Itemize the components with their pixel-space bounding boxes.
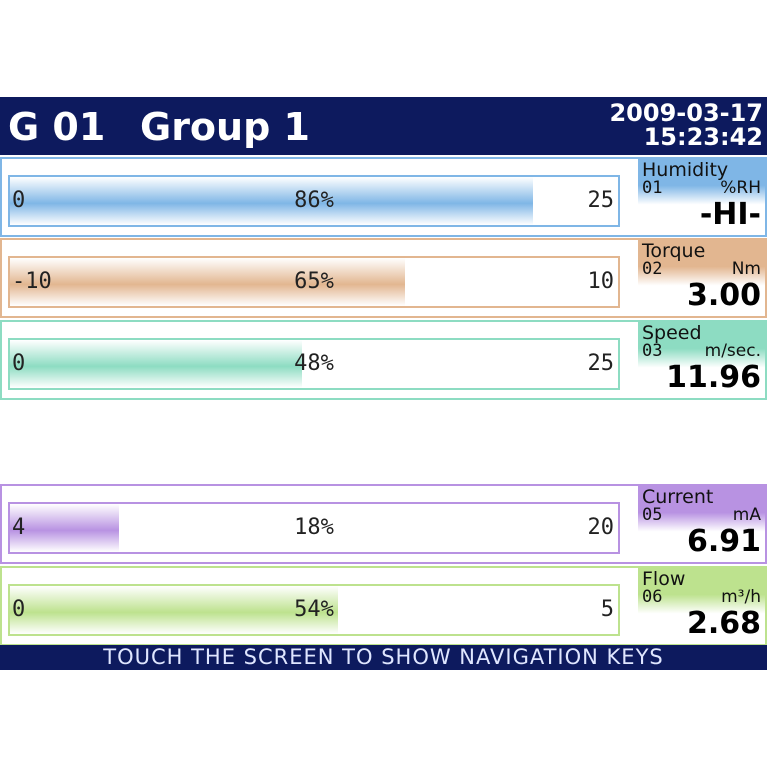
channel-name: Humidity: [642, 159, 729, 181]
channel-unit: m/sec.: [704, 341, 761, 361]
channel-panel: Current 05 mA 6.91: [638, 486, 765, 562]
bar-box: -10 65% 10: [8, 256, 620, 308]
channel-unit: m³/h: [721, 587, 761, 607]
channel-reading: 11.96: [666, 360, 761, 395]
bar-fill: [10, 340, 302, 388]
bar-fill: [10, 504, 120, 552]
channel-reading: 2.68: [686, 606, 761, 641]
bar-min: -10: [12, 269, 52, 294]
group-id: G 01: [8, 105, 106, 149]
bar-box: 0 48% 25: [8, 338, 620, 390]
channel-panel: Flow 06 m³/h 2.68: [638, 568, 765, 644]
channel-row: 0 54% 5 Flow 06 m³/h 2.68: [0, 566, 767, 646]
channel-row: 0 86% 25 Humidity 01 %RH -HI-: [0, 157, 767, 237]
bar-box: 0 54% 5: [8, 584, 620, 636]
channel-reading: 6.91: [686, 524, 761, 559]
date: 2009-03-17: [609, 99, 763, 127]
channel-row: -10 65% 10 Torque 02 Nm 3.00: [0, 238, 767, 318]
bar-fill: [10, 177, 533, 225]
bar-max: 20: [587, 515, 615, 540]
channel-reading: 3.00: [686, 278, 761, 313]
channel-number: 06: [642, 587, 663, 607]
channel-name: Speed: [642, 322, 702, 344]
bar-fill: [10, 586, 339, 634]
channel-panel: Torque 02 Nm 3.00: [638, 240, 765, 316]
bar-min: 0: [12, 351, 26, 376]
channel-number: 01: [642, 178, 663, 198]
channel-number: 02: [642, 259, 663, 279]
bar-max: 25: [587, 351, 615, 376]
bar-box: 4 18% 20: [8, 502, 620, 554]
channel-reading: -HI-: [699, 197, 761, 232]
channel-name: Torque: [642, 240, 706, 262]
bar-percent: 48%: [294, 351, 334, 376]
channel-number: 03: [642, 341, 663, 361]
bar-percent: 86%: [294, 188, 334, 213]
footer: TOUCH THE SCREEN TO SHOW NAVIGATION KEYS: [0, 645, 767, 670]
bar-fill: [10, 258, 406, 306]
channel-panel: Humidity 01 %RH -HI-: [638, 159, 765, 235]
channel-name: Current: [642, 486, 714, 508]
bar-max: 5: [600, 597, 614, 622]
header: G 01 Group 1 2009-03-17 15:23:42: [0, 97, 767, 155]
bar-min: 0: [12, 597, 26, 622]
channel-number: 05: [642, 505, 663, 525]
bar-percent: 54%: [294, 597, 334, 622]
channel-row: 4 18% 20 Current 05 mA 6.91: [0, 484, 767, 564]
channel-name: Flow: [642, 568, 686, 590]
bar-percent: 65%: [294, 269, 334, 294]
bar-max: 25: [587, 188, 615, 213]
group-name: Group 1: [140, 105, 310, 149]
channel-panel: Speed 03 m/sec. 11.96: [638, 322, 765, 398]
bar-min: 0: [12, 188, 26, 213]
bar-percent: 18%: [294, 515, 334, 540]
time: 15:23:42: [643, 123, 763, 151]
channel-unit: Nm: [731, 259, 761, 279]
channel-unit: mA: [732, 505, 761, 525]
bar-max: 10: [587, 269, 615, 294]
bar-box: 0 86% 25: [8, 175, 620, 227]
channel-unit: %RH: [720, 178, 761, 198]
bar-min: 4: [12, 515, 26, 540]
channel-row: 0 48% 25 Speed 03 m/sec. 11.96: [0, 320, 767, 400]
